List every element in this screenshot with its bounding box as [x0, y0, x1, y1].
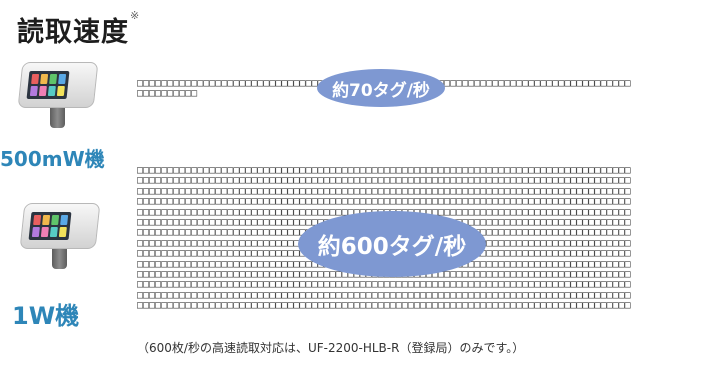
device-label-1w: 1W機	[12, 302, 80, 330]
device-handle	[52, 247, 67, 269]
footnote-mark: ※	[130, 9, 141, 22]
speed-bubble-500mw: 約70タグ/秒	[317, 69, 445, 107]
device-illustration-1w	[19, 203, 102, 273]
device-screen	[26, 71, 70, 99]
device-label-500mw: 500mW機	[0, 147, 105, 171]
device-screen	[28, 212, 72, 240]
speed-bubble-1w: 約600タグ/秒	[298, 211, 486, 277]
device-illustration-500mw	[17, 62, 100, 132]
device-handle	[50, 106, 65, 128]
section-title: 読取速度※	[17, 9, 141, 49]
footnote-text: （600枚/秒の高速読取対応は、UF-2200-HLB-R（登録局）のみです。）	[137, 341, 525, 355]
section-title-text: 読取速度	[17, 17, 129, 48]
